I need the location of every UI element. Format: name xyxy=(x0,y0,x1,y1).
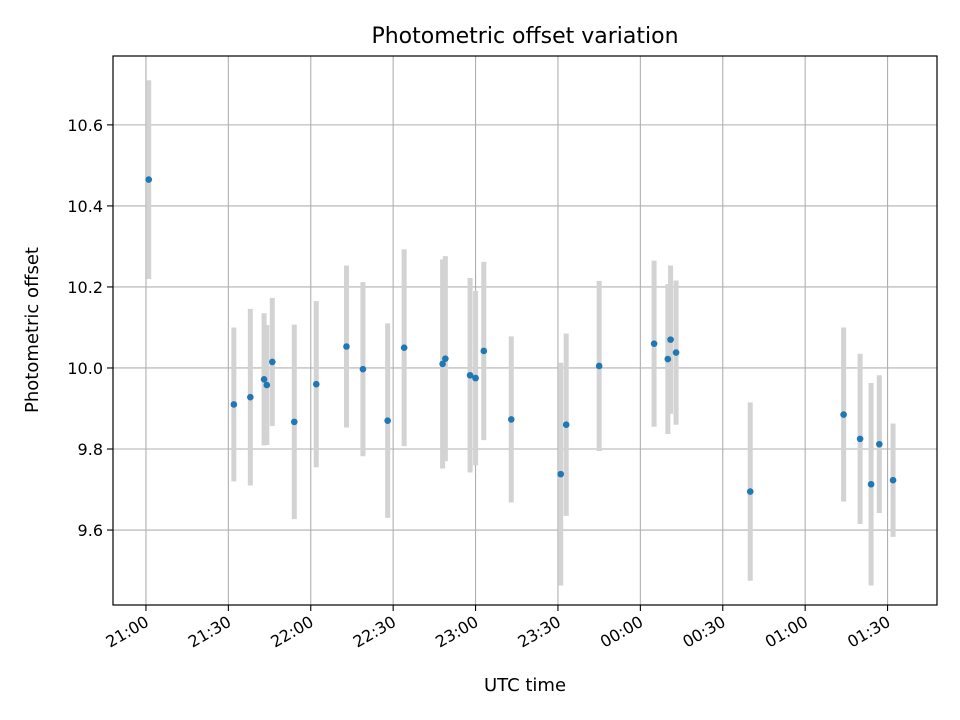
chart-title: Photometric offset variation xyxy=(371,24,678,49)
data-point xyxy=(672,349,680,356)
data-point xyxy=(230,401,238,408)
data-point xyxy=(650,340,658,347)
y-tick-label: 10.4 xyxy=(67,197,103,216)
data-point xyxy=(466,371,474,379)
data-point xyxy=(889,476,897,484)
data-point xyxy=(746,488,754,495)
y-tick-label: 9.6 xyxy=(78,521,103,540)
data-point xyxy=(439,360,446,368)
data-point xyxy=(247,393,254,401)
data-point xyxy=(557,470,565,478)
data-point xyxy=(667,336,674,343)
data-point xyxy=(312,380,320,388)
y-axis-label: Photometric offset xyxy=(22,247,43,413)
data-point xyxy=(867,480,875,488)
data-point xyxy=(480,347,488,355)
data-point xyxy=(263,381,271,389)
y-axis-ticks: 9.6 9.8 10.0 10.2 10.4 10.6 xyxy=(67,116,113,540)
y-tick-label: 9.8 xyxy=(78,440,103,459)
y-tick-label: 10.2 xyxy=(67,278,103,297)
x-axis-label: UTC time xyxy=(484,675,566,696)
data-point xyxy=(840,411,847,418)
y-tick-label: 10.0 xyxy=(67,359,103,378)
data-point xyxy=(343,343,350,350)
data-point xyxy=(269,358,276,366)
data-point xyxy=(507,416,515,423)
data-point xyxy=(876,440,883,448)
data-point xyxy=(856,435,864,443)
data-point xyxy=(400,344,408,352)
data-point xyxy=(595,362,603,370)
data-point xyxy=(562,421,570,429)
point-layer xyxy=(145,176,897,495)
x-axis-ticks: 21:00 21:30 22:00 22:30 23:00 23:30 00:00 00:30… xyxy=(103,605,894,652)
plot-area-frame xyxy=(112,55,938,606)
y-tick-label: 10.6 xyxy=(67,116,103,135)
data-point xyxy=(145,176,153,183)
data-point xyxy=(664,355,672,363)
data-point xyxy=(290,418,298,426)
data-point xyxy=(442,355,449,362)
data-point xyxy=(260,376,268,383)
data-point xyxy=(384,417,391,424)
data-point xyxy=(472,374,479,382)
data-point xyxy=(359,365,367,373)
